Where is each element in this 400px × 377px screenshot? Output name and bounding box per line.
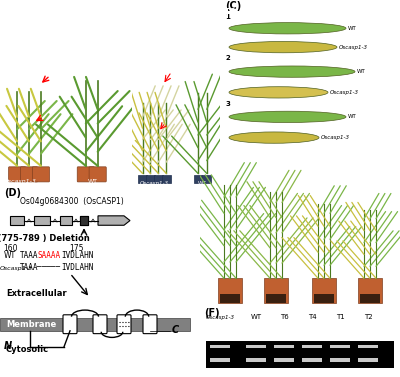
Text: (C): (C)	[226, 2, 242, 11]
Text: Os04g0684300  (OsCASP1): Os04g0684300 (OsCASP1)	[20, 196, 124, 205]
FancyBboxPatch shape	[117, 315, 131, 334]
Bar	[274, 358, 294, 362]
Bar	[246, 358, 266, 362]
Bar	[218, 278, 242, 303]
Text: (B): (B)	[135, 2, 151, 11]
Bar	[162, 175, 171, 183]
Text: Oscasp1-3: Oscasp1-3	[0, 265, 33, 271]
Text: Oscasp1-3: Oscasp1-3	[321, 135, 350, 140]
Bar	[10, 216, 24, 225]
Bar	[358, 358, 378, 362]
Text: T6: T6	[224, 8, 236, 17]
Text: WT: WT	[250, 314, 262, 320]
Text: C: C	[172, 325, 179, 335]
Bar	[264, 278, 288, 303]
Text: N: N	[4, 341, 12, 351]
Text: WT: WT	[198, 181, 207, 186]
Text: WT: WT	[348, 26, 356, 31]
FancyBboxPatch shape	[32, 167, 50, 182]
Text: WT: WT	[4, 251, 16, 260]
Bar	[274, 345, 294, 348]
Bar	[80, 216, 88, 225]
Bar	[266, 294, 286, 303]
Bar	[138, 175, 147, 183]
Text: Extracellular: Extracellular	[6, 289, 67, 298]
Text: T2: T2	[364, 314, 372, 320]
Bar	[206, 341, 394, 355]
Bar	[330, 358, 350, 362]
Bar	[314, 294, 334, 303]
Bar	[146, 175, 155, 183]
FancyBboxPatch shape	[93, 315, 107, 334]
Text: Oscasp1-3: Oscasp1-3	[339, 44, 368, 50]
Text: SAAAA: SAAAA	[37, 251, 60, 260]
Ellipse shape	[229, 23, 346, 34]
Text: IVDLAHN: IVDLAHN	[61, 262, 93, 271]
Text: 1: 1	[226, 14, 230, 20]
Bar	[80, 216, 88, 225]
Text: TAAA: TAAA	[20, 262, 38, 271]
FancyBboxPatch shape	[143, 315, 157, 334]
Text: 175: 175	[69, 244, 83, 253]
Bar	[194, 175, 202, 183]
FancyBboxPatch shape	[20, 167, 38, 182]
Bar	[302, 345, 322, 348]
Ellipse shape	[229, 66, 355, 77]
Text: Cytosolic: Cytosolic	[6, 345, 49, 354]
Text: Oscasp1-3: Oscasp1-3	[206, 315, 234, 320]
Bar	[330, 345, 350, 348]
Bar	[302, 358, 322, 362]
Bar	[312, 278, 336, 303]
Bar	[210, 358, 230, 362]
Bar	[358, 278, 382, 303]
FancyBboxPatch shape	[77, 167, 94, 182]
Text: WT: WT	[88, 179, 98, 184]
Text: 15bp (775-789 ) Deletion: 15bp (775-789 ) Deletion	[0, 234, 89, 243]
Text: T1: T1	[336, 314, 344, 320]
Text: IVDLAHN: IVDLAHN	[61, 251, 93, 260]
Text: T1: T1	[318, 8, 330, 17]
Ellipse shape	[229, 111, 346, 123]
Text: T4: T4	[270, 8, 282, 17]
Text: (D): (D)	[4, 188, 21, 198]
Text: T2: T2	[364, 8, 376, 17]
Bar	[154, 175, 163, 183]
Text: (E): (E)	[206, 1, 222, 11]
Text: T6: T6	[280, 314, 288, 320]
Text: Membrane: Membrane	[6, 320, 56, 329]
Text: WT: WT	[357, 69, 366, 74]
Bar	[202, 175, 211, 183]
Ellipse shape	[229, 87, 328, 98]
Text: 3: 3	[226, 101, 230, 107]
Text: Oscasp1-3: Oscasp1-3	[3, 179, 36, 184]
Bar	[220, 294, 240, 303]
Bar	[206, 355, 394, 368]
Polygon shape	[98, 216, 130, 225]
FancyBboxPatch shape	[89, 167, 106, 182]
Bar	[34, 216, 50, 225]
Bar	[358, 345, 378, 348]
Text: (A): (A)	[4, 2, 20, 11]
FancyBboxPatch shape	[8, 167, 26, 182]
Text: WT: WT	[348, 114, 356, 120]
Ellipse shape	[229, 41, 337, 53]
Text: 160: 160	[3, 244, 17, 253]
Bar	[360, 294, 380, 303]
Bar	[246, 345, 266, 348]
Text: —————: —————	[37, 262, 60, 271]
Text: T4: T4	[308, 314, 316, 320]
Text: (F): (F)	[204, 308, 220, 318]
Ellipse shape	[229, 132, 319, 143]
Text: Oscasp1-3: Oscasp1-3	[140, 181, 168, 186]
Text: 2: 2	[226, 55, 230, 61]
Text: Oscasp1-3: Oscasp1-3	[330, 90, 359, 95]
FancyBboxPatch shape	[63, 315, 77, 334]
Bar	[60, 216, 72, 225]
Bar	[210, 345, 230, 348]
Text: TAAA: TAAA	[20, 251, 38, 260]
Bar	[0, 317, 190, 331]
